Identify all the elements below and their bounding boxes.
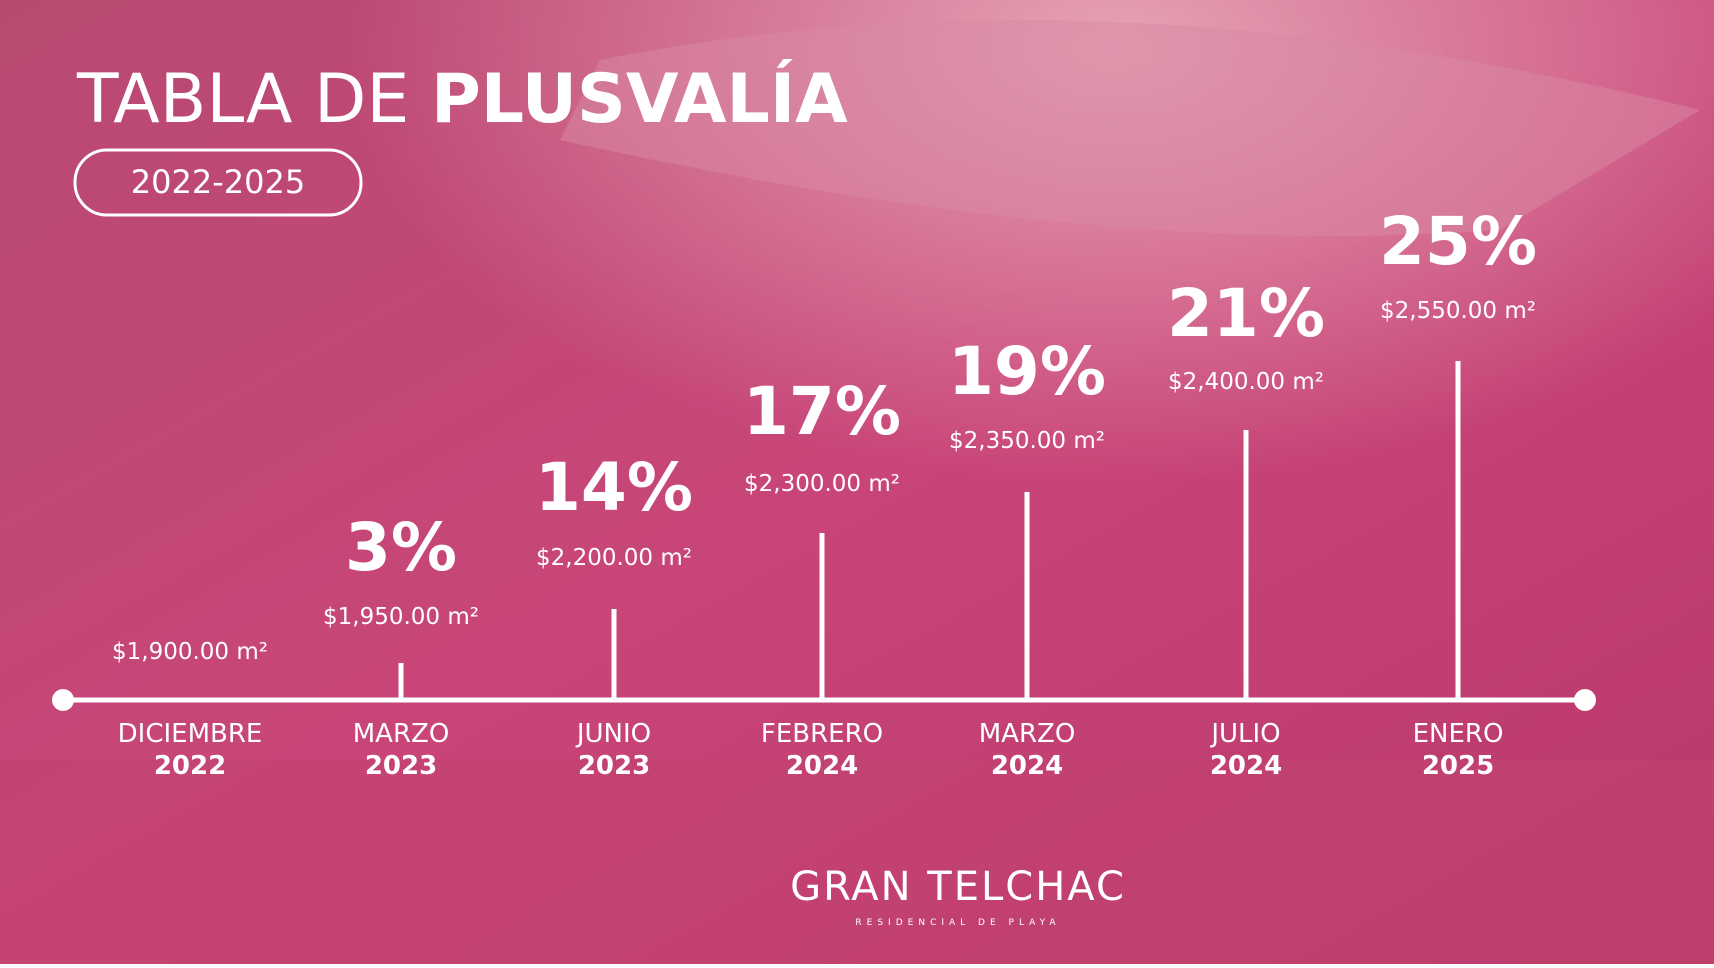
month: DICIEMBRE [118, 719, 263, 749]
month: JUNIO [575, 719, 651, 749]
title: TABLA DE PLUSVALÍA [76, 59, 848, 139]
year: 2025 [1422, 751, 1494, 781]
percent: 21% [1167, 275, 1325, 352]
year: 2024 [786, 751, 858, 781]
year: 2023 [578, 751, 650, 781]
price: $2,200.00 m² [536, 545, 692, 571]
percent: 25% [1379, 203, 1537, 280]
month: FEBRERO [761, 719, 883, 749]
period-pill [73, 148, 363, 217]
logo-tagline: RESIDENCIAL DE PLAYA [855, 918, 1060, 928]
timeline-start [52, 689, 74, 711]
percent: 17% [743, 373, 901, 450]
price: $1,950.00 m² [323, 604, 479, 630]
month: MARZO [353, 719, 450, 749]
year: 2022 [154, 751, 226, 781]
logo-name: GRAN TELCHAC [790, 864, 1126, 910]
month: ENERO [1413, 719, 1504, 749]
price: $1,900.00 m² [112, 639, 268, 665]
year: 2024 [1210, 751, 1282, 781]
year: 2023 [365, 751, 437, 781]
month: JULIO [1209, 719, 1280, 749]
percent: 19% [948, 333, 1106, 410]
price: $2,350.00 m² [949, 428, 1105, 454]
umbrella-shape [560, 20, 1700, 236]
price: $2,400.00 m² [1168, 369, 1324, 395]
title-bold: PLUSVALÍA [431, 59, 848, 139]
year: 2024 [991, 751, 1063, 781]
floor-shade [0, 760, 1714, 964]
timeline-end [1574, 689, 1596, 711]
price: $2,550.00 m² [1380, 298, 1536, 324]
percent: 14% [535, 449, 693, 526]
price: $2,300.00 m² [744, 471, 900, 497]
title-light: TABLA DE [76, 60, 409, 139]
period: 2022-2025 [131, 163, 305, 201]
month: MARZO [979, 719, 1076, 749]
percent: 3% [345, 509, 457, 586]
